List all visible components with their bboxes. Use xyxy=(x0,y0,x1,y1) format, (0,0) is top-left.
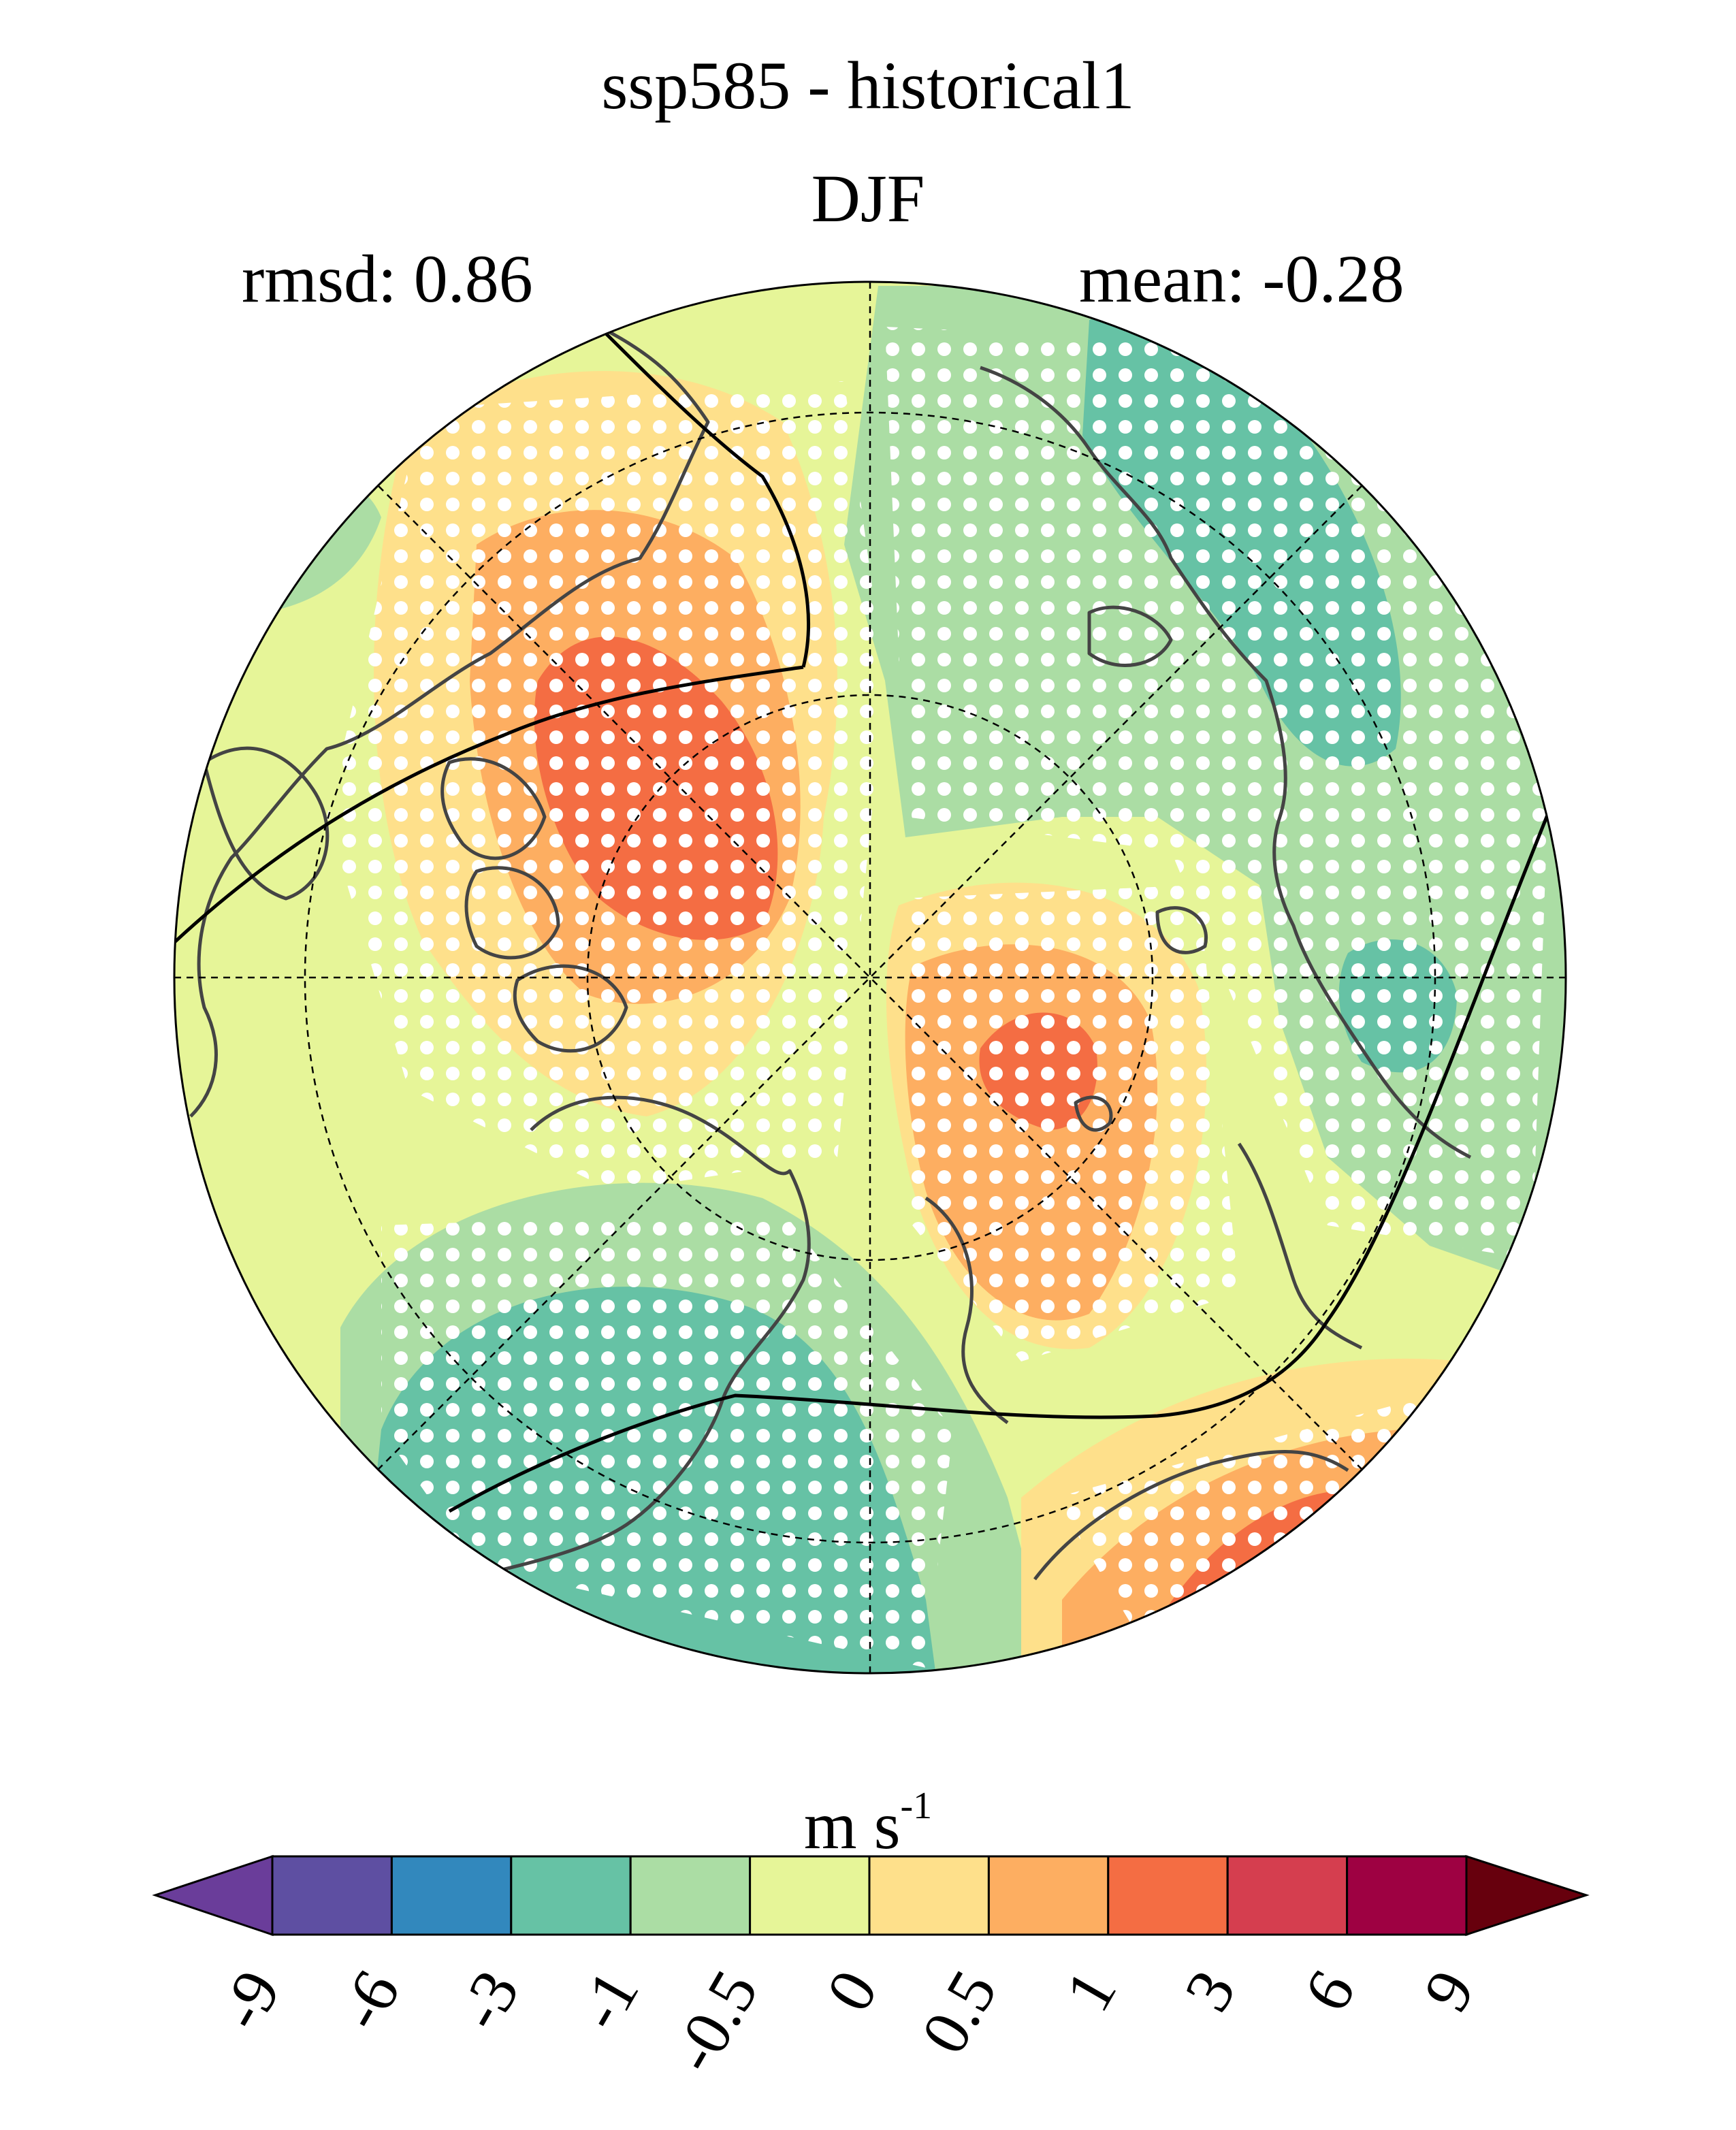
stipple-area-center xyxy=(899,885,1239,1361)
stipple-area-north xyxy=(327,381,885,1191)
colorbar-tick-label: 1 xyxy=(1050,1958,1130,2023)
colorbar-swatch xyxy=(271,1855,393,1936)
colorbar-tick-label: 0 xyxy=(812,1958,892,2023)
mean-label: mean: -0.28 xyxy=(1079,241,1404,317)
colorbar-tick-label: 0.5 xyxy=(907,1958,1011,2065)
colorbar-swatch xyxy=(1226,1855,1349,1936)
colorbar-tick-labels: -9 -6 -3 -1 -0.5 0 0.5 1 3 6 9 xyxy=(204,1958,1489,2084)
units-exponent: -1 xyxy=(900,1785,933,1827)
colorbar-tick-label: -1 xyxy=(562,1958,653,2042)
colorbar-under-arrow xyxy=(152,1854,274,1937)
coastlines xyxy=(189,325,1472,1581)
colorbar-swatch xyxy=(749,1855,871,1936)
colorbar-tick-label: -0.5 xyxy=(657,1958,772,2084)
colorbar-swatch xyxy=(390,1855,513,1936)
colorbar-units: m s-1 xyxy=(0,1787,1736,1860)
colorbar-swatch xyxy=(510,1855,632,1936)
season-label: DJF xyxy=(811,161,925,236)
map-field xyxy=(174,282,1566,1673)
colorbar-tick-label: -6 xyxy=(323,1958,414,2042)
colorbar-swatch xyxy=(868,1855,990,1936)
colorbar-tick-label: -3 xyxy=(443,1958,533,2042)
colorbar-tick-label: -9 xyxy=(204,1958,295,2042)
rmsd-label: rmsd: 0.86 xyxy=(242,241,533,317)
stipple-area-northeast xyxy=(885,327,1552,1259)
polar-map xyxy=(173,280,1567,1675)
figure-title: ssp585 - historical1 xyxy=(601,48,1135,123)
colorbar-tick-label: 9 xyxy=(1409,1958,1489,2023)
units-base: m s xyxy=(803,1788,901,1863)
colorbar-over-arrow xyxy=(1465,1854,1590,1937)
colorbar-swatch xyxy=(1346,1855,1468,1936)
graticule xyxy=(174,282,1566,1673)
map-boundary xyxy=(173,280,1567,1675)
colorbar-tick-label: 3 xyxy=(1170,1958,1250,2023)
colorbar-tick-label: 6 xyxy=(1289,1958,1369,2023)
zero-contours xyxy=(174,325,1554,1513)
colorbar-swatch xyxy=(987,1855,1110,1936)
stipple-area-south xyxy=(381,1212,953,1668)
colorbar-swatch xyxy=(1107,1855,1229,1936)
colorbar-swatch xyxy=(629,1855,752,1936)
colorbar-swatches xyxy=(271,1855,1468,1936)
